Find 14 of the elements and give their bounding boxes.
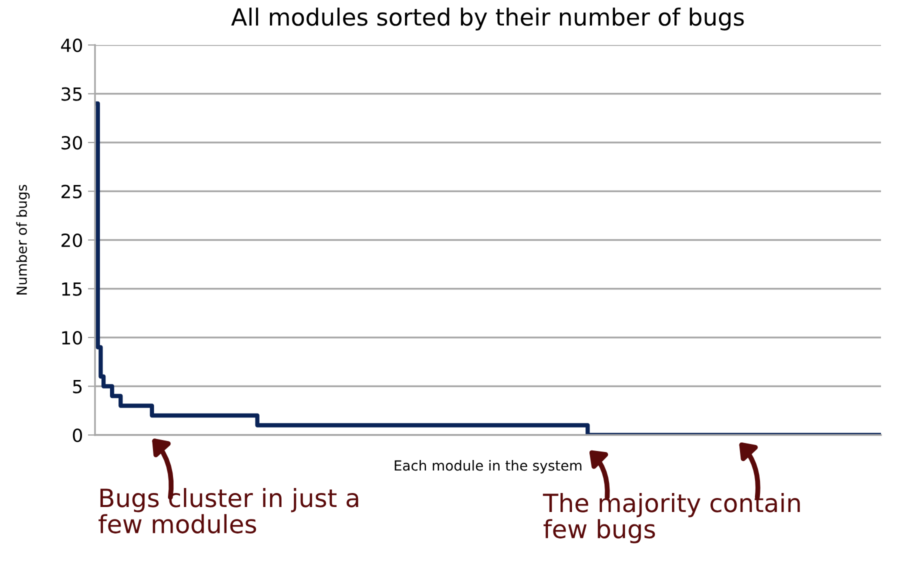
y-tick-label: 40 (61, 38, 82, 52)
text: The majority contain few bugs (542, 493, 800, 544)
y-tick-label: 15 (62, 282, 82, 296)
y-tick-label: 25 (62, 184, 82, 198)
y-tick-label: 35 (62, 87, 82, 101)
y-axis-title: Number of bugs (16, 184, 30, 294)
y-tick-label: 5 (73, 380, 82, 394)
text: Bugs cluster in just a few modules (98, 488, 358, 534)
chart-title: All modules sorted by their number of bugs (231, 8, 744, 30)
y-tick-label: 20 (62, 233, 82, 248)
y-tick-label: 0 (72, 428, 82, 442)
x-axis-title: Each module in the system (394, 460, 582, 474)
y-tick-label: 10 (62, 330, 82, 345)
y-tick-label: 30 (62, 136, 82, 150)
